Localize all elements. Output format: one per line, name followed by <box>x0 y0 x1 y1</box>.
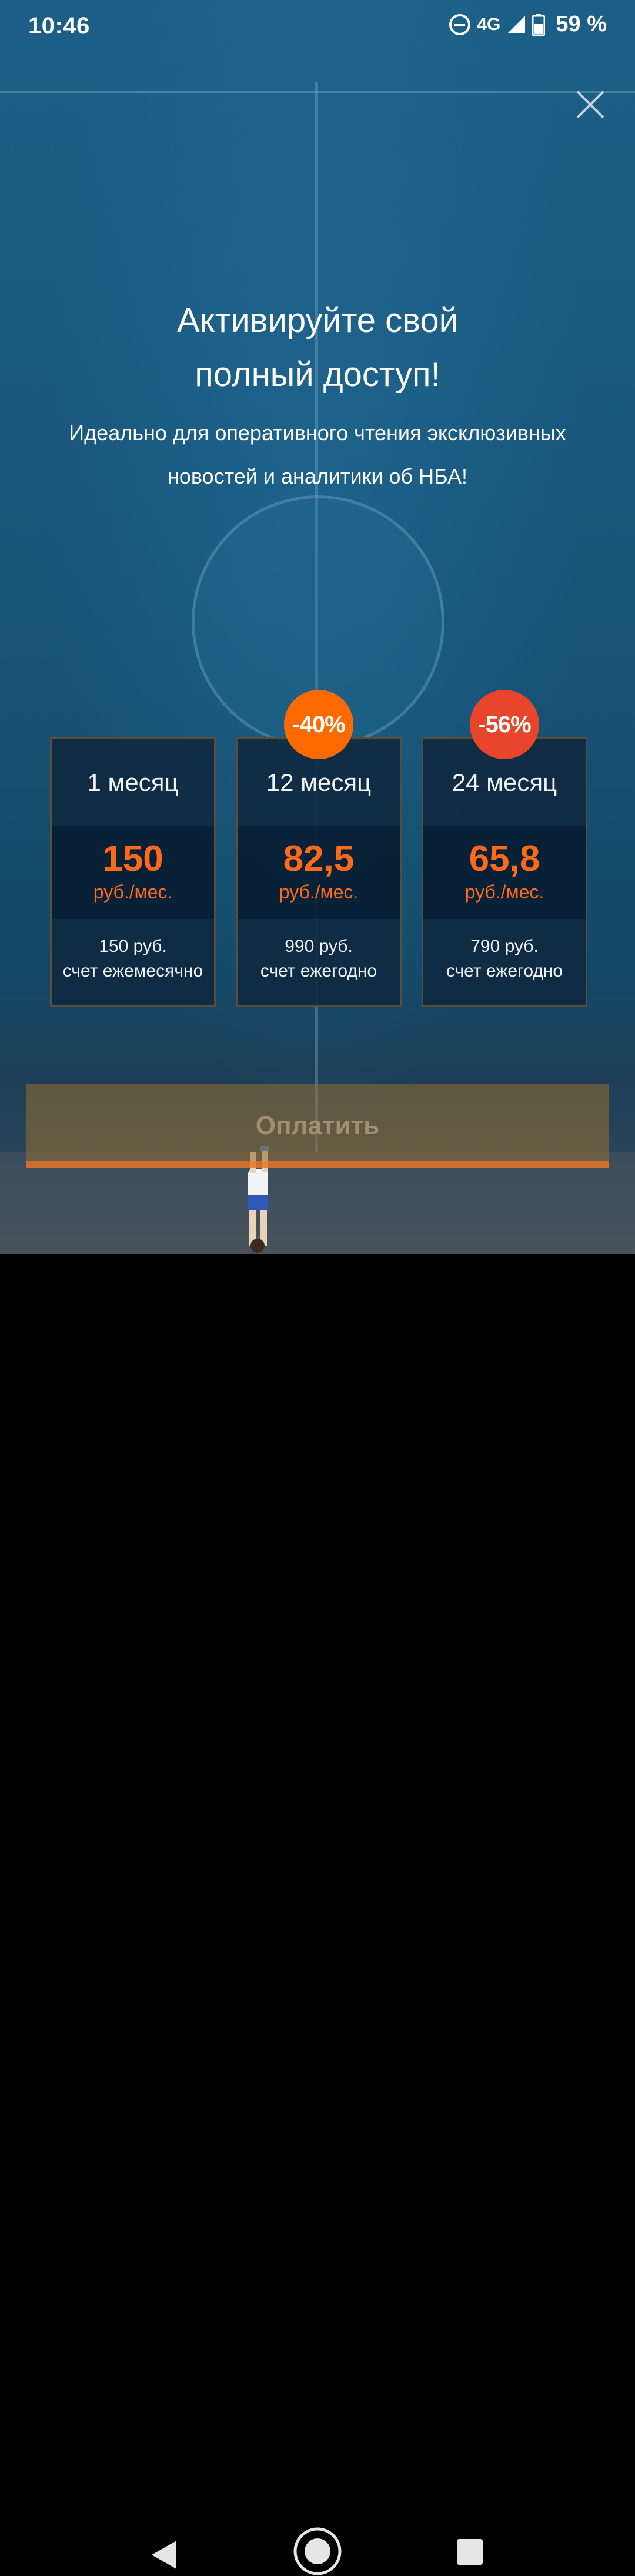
recents-icon[interactable] <box>456 2538 483 2565</box>
do-not-disturb-icon <box>449 14 471 35</box>
plan-price-block: 150 руб./мес. <box>52 826 214 919</box>
pay-button-underline <box>26 1161 609 1168</box>
plan-price-unit: руб./мес. <box>93 881 173 903</box>
plan-price: 65,8 <box>469 838 540 879</box>
subtitle-line-1: Идеально для оперативного чтения эксклюз… <box>69 421 566 445</box>
home-icon[interactable] <box>293 2527 342 2576</box>
plan-options: 1 месяц 150 руб./мес. 150 руб. счет ежем… <box>0 690 635 1007</box>
plan-price-block: 82,5 руб./мес. <box>238 826 400 919</box>
plan-billing: 990 руб. счет ежегодно <box>238 919 400 1005</box>
navigation-bar <box>0 1254 635 2575</box>
plan-1-month[interactable]: 1 месяц 150 руб./мес. 150 руб. счет ежем… <box>50 737 216 1007</box>
network-type: 4G <box>477 14 501 34</box>
plan-12-months[interactable]: 12 месяц 82,5 руб./мес. 990 руб. счет еж… <box>236 690 402 1007</box>
discount-badge: -56% <box>470 690 539 759</box>
close-icon[interactable] <box>574 88 607 121</box>
court-line-top <box>0 91 635 93</box>
plan-billing-note: счет ежегодно <box>446 961 563 981</box>
signal-icon <box>507 15 526 33</box>
plan-price-unit: руб./мес. <box>464 881 544 903</box>
status-bar: 10:46 4G 59 % <box>0 0 635 54</box>
plan-billing: 150 руб. счет ежемесячно <box>52 919 214 1005</box>
status-time: 10:46 <box>28 13 90 39</box>
plan-billing-amount: 790 руб. <box>470 937 539 956</box>
paywall-screen: 10:46 4G 59 % Активируйте свой полный до… <box>0 0 635 1254</box>
battery-icon <box>532 13 546 36</box>
plan-price-unit: руб./мес. <box>279 881 359 903</box>
plan-billing-note: счет ежегодно <box>260 961 377 981</box>
plan-price: 82,5 <box>283 838 355 879</box>
page-title: Активируйте свой полный доступ! <box>0 294 635 402</box>
plan-period: 1 месяц <box>52 739 214 826</box>
title-line-1: Активируйте свой <box>177 301 458 340</box>
discount-badge: -40% <box>284 690 353 759</box>
plan-billing-note: счет ежемесячно <box>62 961 203 981</box>
plan-billing-amount: 150 руб. <box>99 937 167 956</box>
status-icons: 4G 59 % <box>449 12 607 37</box>
plan-price: 150 <box>102 838 163 879</box>
battery-level: 59 % <box>556 12 607 36</box>
page-subtitle: Идеально для оперативного чтения эксклюз… <box>24 411 611 498</box>
plan-24-months[interactable]: 24 месяц 65,8 руб./мес. 790 руб. счет еж… <box>422 690 587 1007</box>
plan-price-block: 65,8 руб./мес. <box>423 826 586 919</box>
plan-billing: 790 руб. счет ежегодно <box>423 919 586 1005</box>
back-icon[interactable] <box>151 2540 178 2570</box>
court-bottom-area <box>0 1152 635 1254</box>
title-line-2: полный доступ! <box>195 355 440 394</box>
pay-button[interactable]: Оплатить <box>26 1084 609 1168</box>
subtitle-line-2: новостей и аналитики об НБА! <box>168 464 467 488</box>
plan-billing-amount: 990 руб. <box>285 937 353 956</box>
